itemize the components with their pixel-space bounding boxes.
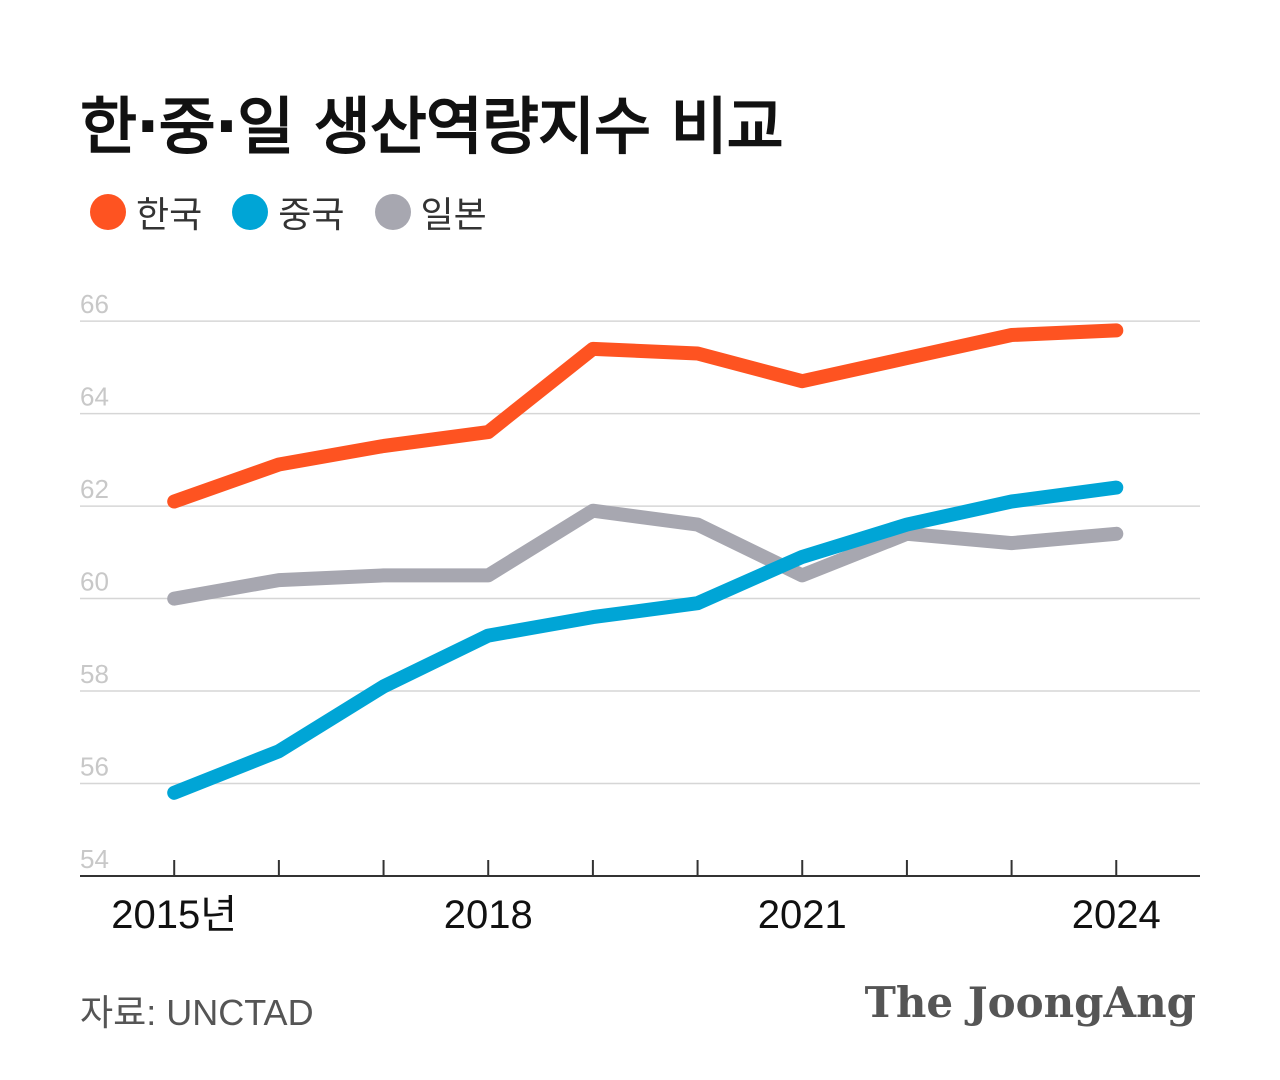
legend-item-china: 중국 [232,186,345,238]
legend-item-japan: 일본 [374,186,487,238]
x-tick-label-2024: 2024 [1072,893,1161,937]
legend: 한국 중국 일본 [90,186,517,238]
legend-item-korea: 한국 [90,186,202,238]
y-tick-label-60: 60 [80,567,109,597]
x-tick-label-2015: 2015년 [111,893,237,937]
y-tick-label-58: 58 [80,659,109,689]
y-tick-label-64: 64 [80,382,109,412]
chart-title: 한·중·일 생산역량지수 비교 [80,90,784,163]
legend-swatch-china [232,194,269,230]
legend-swatch-korea [90,194,126,230]
y-tick-label-54: 54 [80,844,109,874]
x-tick-label-2021: 2021 [758,893,847,937]
legend-label-japan: 일본 [420,195,487,236]
series-line-japan [167,503,1124,606]
legend-label-korea: 한국 [136,195,203,236]
y-tick-label-56: 56 [80,752,109,782]
y-tick-label-66: 66 [80,289,109,319]
x-tick-label-2018: 2018 [444,893,533,937]
y-tick-label-62: 62 [80,474,109,504]
source-note: 자료: UNCTAD [80,992,314,1033]
series-line-china [167,480,1124,800]
brand-logo: The JoongAng [864,978,1196,1027]
legend-label-china: 중국 [278,195,345,236]
legend-swatch-japan [374,194,411,230]
series-line-korea [167,323,1124,509]
